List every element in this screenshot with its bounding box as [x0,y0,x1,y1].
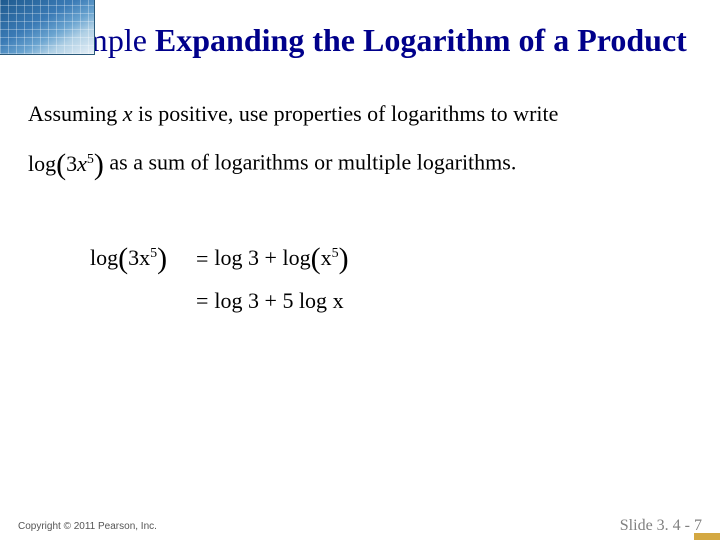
problem-prefix: Assuming [28,101,123,126]
problem-variable: x [123,101,133,126]
problem-line2: log(3x5) as a sum of logarithms or multi… [28,142,692,187]
rhs1-var: x [321,245,332,270]
slide-title: Example Expanding the Logarithm of a Pro… [0,0,720,62]
equals-sign: = [190,246,214,272]
lparen-icon: ( [56,148,66,181]
lparen-icon: ( [118,242,128,275]
accent-bar [694,533,720,540]
problem-log-expr: log(3x5) [28,142,104,187]
solution-block: log(3x5) = log 3 + log(x5) = log 3 + 5 l… [90,242,720,314]
solution-rhs1: log 3 + log(x5) [214,242,348,276]
copyright-text: Copyright © 2011 Pearson, Inc. [18,521,157,532]
rhs1-plus: + [259,245,282,270]
lhs-log: log [90,245,118,270]
log-exp: 5 [87,152,94,167]
lparen-icon: ( [311,242,321,275]
rhs2-text: log 3 + 5 log [214,288,332,313]
log-var: x [77,151,87,176]
log-text: log [28,151,56,176]
lhs-coef: 3 [128,245,139,270]
rparen-icon: ) [94,148,104,181]
title-main: Expanding the Logarithm of a Product [147,22,687,58]
rparen-icon: ) [339,242,349,275]
solution-rhs2: log 3 + 5 log x [214,288,343,314]
rhs1-a: log 3 [214,245,259,270]
rhs2-var: x [333,288,344,313]
problem-suffix1: is positive, use properties of logarithm… [133,101,559,126]
problem-statement: Assuming x is positive, use properties o… [0,62,720,187]
rparen-icon: ) [157,242,167,275]
problem-line1: Assuming x is positive, use properties o… [28,97,692,130]
rhs1-exp: 5 [332,246,339,261]
solution-lhs: log(3x5) [90,242,190,276]
solution-row1: log(3x5) = log 3 + log(x5) [90,242,720,276]
log-coef: 3 [66,151,77,176]
corner-decoration [0,0,95,55]
lhs-var: x [139,245,150,270]
rhs1-b-log: log [282,245,310,270]
solution-row2: = log 3 + 5 log x [90,288,720,314]
equals-sign: = [190,288,214,314]
solution-lhs-blank [90,288,190,314]
problem-suffix2: as a sum of logarithms or multiple logar… [104,149,516,174]
slide-number: Slide 3. 4 - 7 [620,517,702,535]
slide-footer: Copyright © 2011 Pearson, Inc. Slide 3. … [0,512,720,540]
